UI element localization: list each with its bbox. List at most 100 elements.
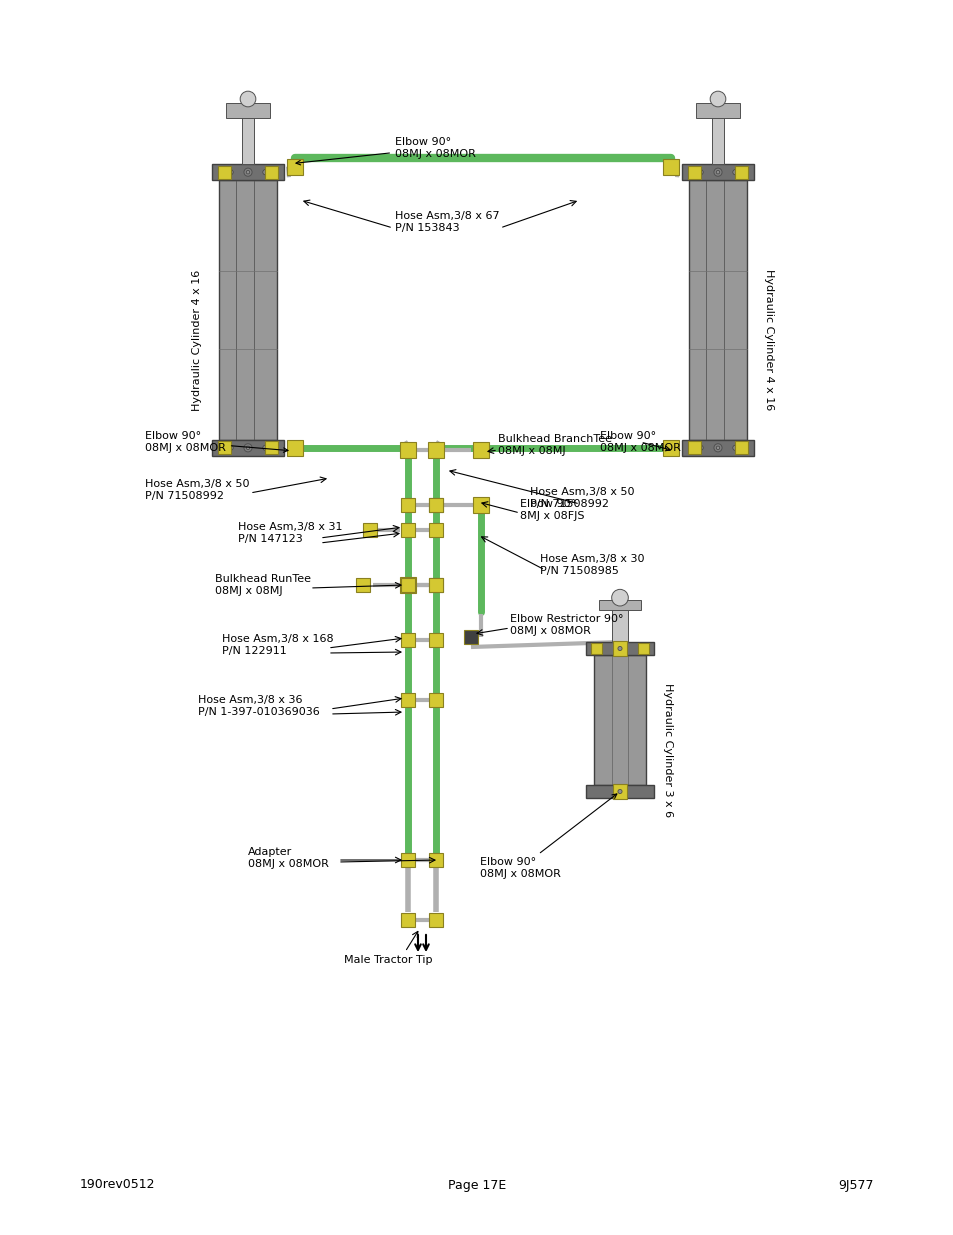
Bar — [218, 165, 231, 179]
Bar — [400, 853, 415, 867]
Bar — [612, 784, 627, 799]
Bar — [590, 642, 601, 655]
Bar — [681, 164, 753, 180]
Bar — [585, 785, 653, 798]
Circle shape — [713, 168, 721, 177]
Text: Hydraulic Cylinder 4 x 16: Hydraulic Cylinder 4 x 16 — [763, 269, 773, 410]
Bar — [662, 158, 679, 174]
Text: Male Tractor Tip: Male Tractor Tip — [343, 955, 432, 965]
Circle shape — [240, 91, 255, 107]
Bar — [400, 578, 415, 592]
Bar — [473, 442, 489, 458]
Text: 190rev0512: 190rev0512 — [80, 1178, 155, 1192]
Bar — [400, 522, 415, 537]
Bar — [399, 442, 416, 458]
Bar — [429, 498, 442, 513]
Circle shape — [262, 445, 268, 451]
Bar — [696, 104, 739, 117]
Text: Hose Asm,3/8 x 50
P/N 71508992: Hose Asm,3/8 x 50 P/N 71508992 — [145, 479, 250, 501]
Bar — [681, 440, 753, 456]
Bar — [212, 440, 284, 456]
Circle shape — [618, 789, 621, 794]
Circle shape — [698, 445, 702, 451]
Bar — [399, 577, 416, 593]
Circle shape — [611, 589, 628, 606]
Circle shape — [709, 91, 725, 107]
Bar — [265, 441, 277, 454]
Bar — [688, 165, 700, 179]
Text: Elbow Restrictor 90°
08MJ x 08MOR: Elbow Restrictor 90° 08MJ x 08MOR — [510, 614, 623, 636]
Bar — [429, 578, 442, 592]
Bar — [429, 634, 442, 647]
Text: Elbow 90°
8MJ x 08FJS: Elbow 90° 8MJ x 08FJS — [519, 499, 584, 521]
Text: Hose Asm,3/8 x 30
P/N 71508985: Hose Asm,3/8 x 30 P/N 71508985 — [539, 555, 644, 576]
Bar — [219, 180, 276, 440]
Circle shape — [244, 443, 252, 452]
Bar — [287, 158, 303, 174]
Circle shape — [244, 168, 252, 177]
Text: Page 17E: Page 17E — [447, 1178, 506, 1192]
Bar — [265, 165, 277, 179]
Bar — [212, 164, 284, 180]
Bar — [241, 117, 254, 164]
Text: Bulkhead RunTee
08MJ x 08MJ: Bulkhead RunTee 08MJ x 08MJ — [214, 574, 311, 595]
Text: Elbow 90°
08MJ x 08MOR: Elbow 90° 08MJ x 08MOR — [599, 431, 680, 453]
Bar — [585, 642, 653, 655]
Bar — [637, 642, 649, 655]
Bar — [688, 180, 746, 440]
Text: Elbow 90°
08MJ x 08MOR: Elbow 90° 08MJ x 08MOR — [295, 137, 476, 165]
Text: Hose Asm,3/8 x 31
P/N 147123: Hose Asm,3/8 x 31 P/N 147123 — [237, 522, 342, 543]
Text: Elbow 90°
08MJ x 08MOR: Elbow 90° 08MJ x 08MOR — [145, 431, 288, 453]
Bar — [287, 440, 303, 456]
Bar — [429, 522, 442, 537]
Bar — [429, 498, 442, 513]
Bar — [400, 634, 415, 647]
Text: 9J577: 9J577 — [838, 1178, 873, 1192]
Bar — [218, 441, 231, 454]
Bar — [400, 693, 415, 706]
Circle shape — [614, 787, 624, 797]
Text: Adapter
08MJ x 08MOR: Adapter 08MJ x 08MOR — [248, 847, 329, 868]
Bar — [711, 117, 723, 164]
Bar — [598, 600, 640, 610]
Text: Hose Asm,3/8 x 168
P/N 122911: Hose Asm,3/8 x 168 P/N 122911 — [222, 635, 334, 656]
Circle shape — [228, 169, 233, 175]
Bar — [473, 496, 489, 513]
Text: Hydraulic Cylinder 4 x 16: Hydraulic Cylinder 4 x 16 — [192, 269, 202, 410]
Text: Bulkhead BranchTee
08MJ x 08MJ: Bulkhead BranchTee 08MJ x 08MJ — [497, 435, 612, 456]
Circle shape — [698, 169, 702, 175]
Bar — [734, 165, 747, 179]
Circle shape — [713, 443, 721, 452]
Circle shape — [732, 169, 738, 175]
Bar — [612, 610, 627, 642]
Bar — [594, 655, 645, 785]
Circle shape — [614, 643, 624, 653]
Bar — [662, 440, 679, 456]
Bar — [429, 693, 442, 706]
Circle shape — [246, 170, 250, 174]
Circle shape — [228, 445, 233, 451]
Bar — [429, 578, 442, 592]
Text: Hose Asm,3/8 x 67
P/N 153843: Hose Asm,3/8 x 67 P/N 153843 — [395, 211, 499, 233]
Bar — [355, 578, 370, 592]
Bar — [428, 442, 443, 458]
Circle shape — [618, 646, 621, 651]
Text: Hose Asm,3/8 x 36
P/N 1-397-010369036: Hose Asm,3/8 x 36 P/N 1-397-010369036 — [198, 695, 319, 716]
Circle shape — [262, 169, 268, 175]
Text: Elbow 90°
08MJ x 08MOR: Elbow 90° 08MJ x 08MOR — [479, 794, 617, 879]
Circle shape — [732, 445, 738, 451]
Bar — [734, 441, 747, 454]
Circle shape — [716, 170, 719, 174]
Bar — [612, 641, 627, 656]
Text: Hydraulic Cylinder 3 x 6: Hydraulic Cylinder 3 x 6 — [662, 683, 672, 818]
Bar — [463, 630, 477, 643]
Bar — [226, 104, 270, 117]
Text: Hose Asm,3/8 x 50
P/N 71508992: Hose Asm,3/8 x 50 P/N 71508992 — [530, 487, 634, 509]
Bar — [429, 853, 442, 867]
Bar — [400, 498, 415, 513]
Bar — [400, 913, 415, 927]
Circle shape — [716, 446, 719, 450]
Bar — [688, 441, 700, 454]
Circle shape — [246, 446, 250, 450]
Bar — [429, 913, 442, 927]
